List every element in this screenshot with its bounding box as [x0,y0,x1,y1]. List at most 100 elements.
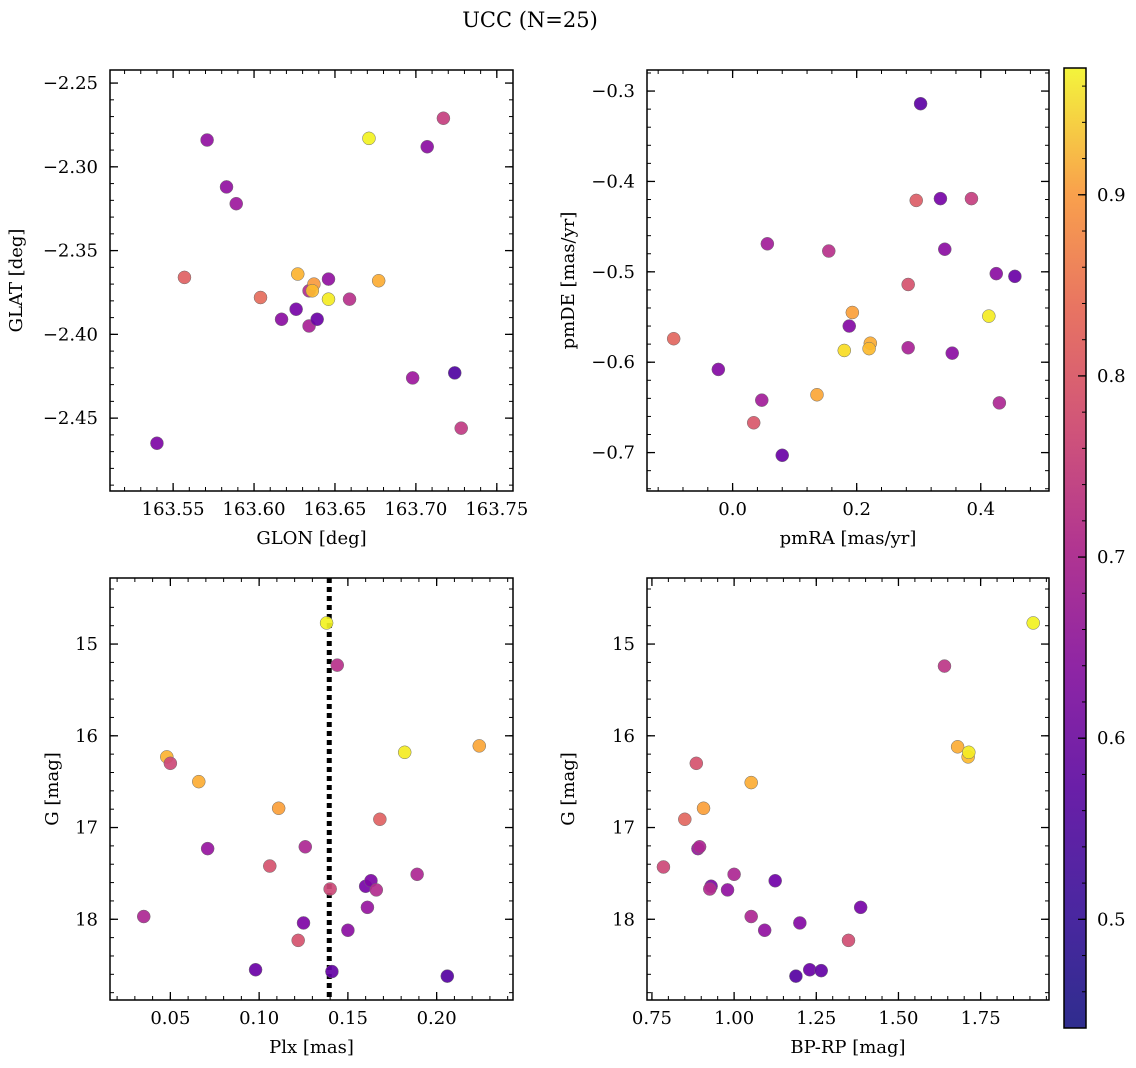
colorbar-tick-label: 0.6 [1097,728,1126,749]
data-point [305,284,320,298]
y-axis-label: G [mag] [42,752,63,825]
data-point [744,909,758,924]
data-point [136,909,151,924]
data-point [341,923,355,938]
data-point [862,341,876,356]
data-point [853,900,868,915]
data-point [177,270,192,285]
data-point [410,867,424,882]
x-tick-label: 1.00 [714,1008,754,1029]
data-point [369,883,384,897]
x-tick-label: 0.20 [417,1008,457,1029]
data-point [274,312,289,327]
x-tick-label: 1.75 [961,1008,1001,1029]
panel-sky: 163.55 163.60 163.65 163.70 163.75 −2.25 −2.30… [6,69,528,549]
data-point [360,900,375,915]
y-tick-label: −2.35 [43,241,98,262]
data-point [768,873,782,888]
data-point [200,133,214,147]
data-point [200,841,215,856]
colorbar-tick-label: 0.8 [1097,366,1126,387]
data-point [296,916,311,930]
data-point [793,916,807,930]
y-tick-label: −2.25 [43,73,98,94]
data-point [330,658,344,672]
y-tick-label: −2.45 [43,408,98,429]
data-point [802,962,817,977]
axes-frame [109,69,514,492]
data-point [454,421,468,435]
data-point [913,96,928,111]
data-point [696,801,711,816]
y-tick-label: −0.3 [591,81,635,102]
y-axis-label: pmDE [mas/yr] [558,212,579,350]
data-point [271,801,286,816]
data-point [689,756,704,771]
data-point [263,859,277,873]
data-point [291,933,305,948]
y-tick-label: 15 [612,634,635,655]
data-point [248,962,263,977]
x-axis-label: Plx [mas] [269,1037,354,1058]
data-point [656,860,671,874]
y-tick-label: −2.40 [43,324,98,345]
y-tick-label: 17 [612,818,635,839]
data-point [362,131,376,146]
x-tick-label: 1.50 [878,1008,918,1029]
axes-frame [109,577,514,1001]
data-point [775,448,789,463]
data-point [901,277,915,292]
axes-frame [646,69,1050,492]
y-tick-label: 16 [75,726,98,747]
data-point [253,290,268,305]
data-point [757,923,772,938]
data-point [323,882,337,896]
data-point [321,272,336,286]
colorbar-gradient [1064,68,1086,1028]
y-tick-label: 18 [612,909,635,930]
data-point [989,266,1004,281]
data-point [937,659,952,673]
y-tick-label: 15 [75,634,98,655]
data-point [373,812,387,827]
data-point [789,969,803,983]
data-point [845,305,860,320]
axes-frame [646,577,1050,1001]
data-point [371,274,386,288]
data-point [447,366,462,380]
data-point [992,396,1007,410]
x-axis-label: BP-RP [mag] [790,1037,905,1058]
data-point [290,267,305,281]
data-point [720,883,735,897]
data-point [1026,616,1040,630]
data-point [945,346,959,360]
data-point [950,740,965,754]
data-point [397,745,412,760]
data-point [842,319,856,333]
y-axis-label: G [mag] [558,752,579,825]
colorbar-tick-label: 0.7 [1097,547,1126,568]
y-tick-label: −0.6 [591,352,635,373]
data-point [321,292,336,306]
panel-plx: 0.05 0.10 0.15 0.20 15 16 17 18 Plx [mas] G [mag] [42,577,514,1058]
x-tick-label: 163.75 [465,499,528,520]
panel-cmd: 0.75 1.00 1.25 1.50 1.75 15 16 17 18 BP-RP [mag] G… [558,577,1050,1058]
data-point [342,292,357,306]
data-point [440,969,455,983]
figure-title: UCC (N=25) [462,8,598,32]
data-point [678,812,692,827]
data-point [755,393,769,407]
colorbar: 0.5 0.6 0.7 0.8 0.9 [1063,67,1126,1029]
data-point [229,196,243,211]
data-point [837,343,852,358]
x-tick-label: 0.15 [328,1008,368,1029]
data-point [692,840,707,854]
data-point [472,739,487,753]
x-axis-label: GLON [deg] [256,528,366,549]
data-point [310,312,324,327]
colorbar-frame [1063,67,1087,1029]
x-tick-label: 0.4 [966,499,995,520]
data-point [746,416,761,430]
data-point [319,616,334,630]
